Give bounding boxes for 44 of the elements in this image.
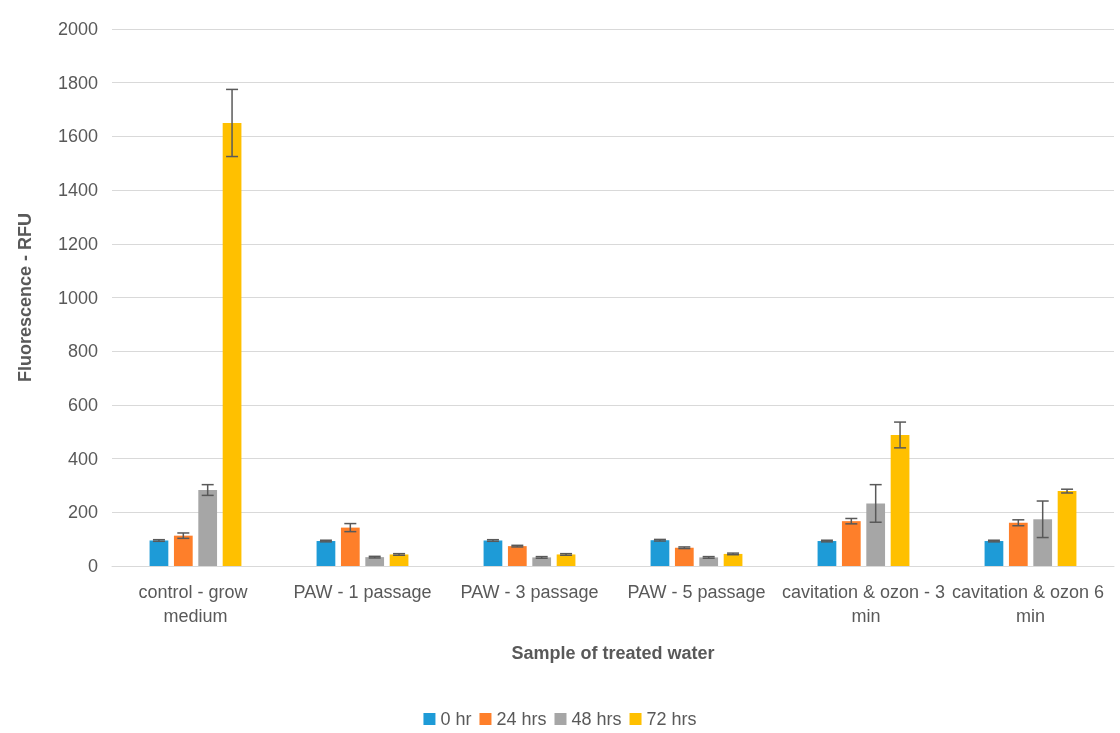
y-tick-label: 0 — [87, 556, 98, 576]
bar — [984, 541, 1004, 566]
x-tick-label: cavitation & ozon - 3 min — [781, 582, 946, 626]
bar — [483, 540, 503, 566]
y-tick-label: 1600 — [57, 126, 98, 147]
bar — [556, 554, 576, 566]
bar — [1033, 519, 1053, 566]
bar — [1008, 522, 1028, 566]
bar — [389, 554, 409, 566]
bar — [507, 546, 527, 566]
bar — [198, 490, 218, 566]
legend-label: 72 hrs — [646, 709, 697, 729]
y-tick-label: 1000 — [57, 287, 98, 308]
x-tick-label: control - grow medium — [138, 582, 253, 626]
y-tick-label: 200 — [67, 502, 98, 523]
y-axis-title: Fluorescence - RFU — [15, 212, 35, 383]
bar — [650, 540, 670, 566]
y-tick-label: 1200 — [57, 233, 98, 254]
bar — [1057, 491, 1077, 566]
y-tick-label: 1400 — [57, 180, 98, 201]
y-tick-label: 600 — [67, 394, 98, 415]
y-tick-label: 1800 — [57, 72, 98, 93]
bar — [340, 527, 360, 566]
y-tick-label: 400 — [67, 448, 98, 469]
bar — [173, 535, 193, 566]
x-tick-label: PAW - 3 passage — [460, 582, 599, 602]
x-axis-title: Sample of treated water — [511, 643, 715, 663]
legend-label: 0 hr — [440, 709, 472, 729]
bar — [316, 541, 336, 566]
x-tick-label: cavitation & ozon 6 min — [951, 582, 1110, 626]
bar — [149, 540, 169, 566]
legend-label: 48 hrs — [571, 709, 622, 729]
bar — [674, 547, 694, 566]
bar — [890, 434, 910, 566]
legend-label: 24 hrs — [496, 709, 547, 729]
bar — [817, 541, 837, 566]
y-tick-label: 2000 — [57, 19, 98, 39]
bar — [723, 553, 743, 566]
bar — [841, 521, 861, 566]
bar — [222, 122, 242, 566]
bar — [866, 503, 886, 566]
x-tick-label: PAW - 5 passage — [627, 582, 766, 602]
y-tick-label: 800 — [67, 341, 98, 362]
x-tick-label: PAW - 1 passage — [293, 582, 432, 602]
